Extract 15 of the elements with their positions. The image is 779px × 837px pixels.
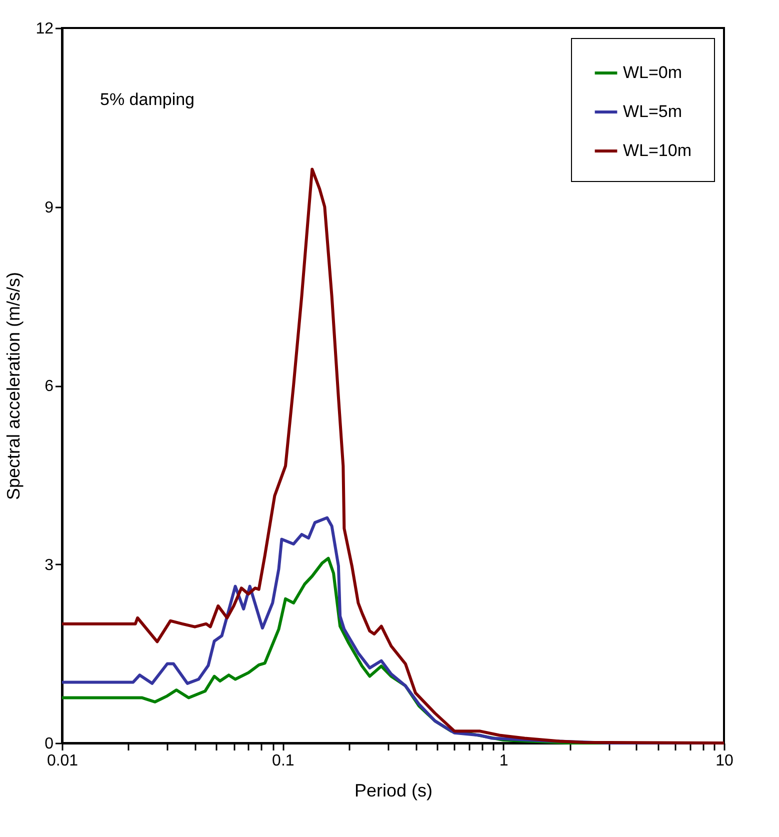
x-axis-title: Period (s) [354, 780, 433, 800]
y-tick-label: 12 [36, 20, 54, 38]
y-tick-label: 0 [44, 736, 54, 752]
legend-label: WL=10m [623, 141, 692, 160]
x-tick-label: 10 [716, 752, 734, 770]
x-tick-label: 1 [499, 752, 508, 770]
x-tick-label: 0.1 [272, 752, 294, 770]
annotation: 5% damping [100, 90, 195, 109]
legend-label: WL=0m [623, 63, 682, 82]
y-tick-label: 6 [44, 378, 54, 395]
y-tick-label: 3 [44, 556, 54, 574]
y-tick-label: 9 [44, 199, 54, 216]
y-axis-title: Spectral acceleration (m/s/s) [4, 272, 24, 500]
legend-label: WL=5m [623, 102, 682, 121]
x-tick-label: 0.01 [46, 752, 78, 770]
